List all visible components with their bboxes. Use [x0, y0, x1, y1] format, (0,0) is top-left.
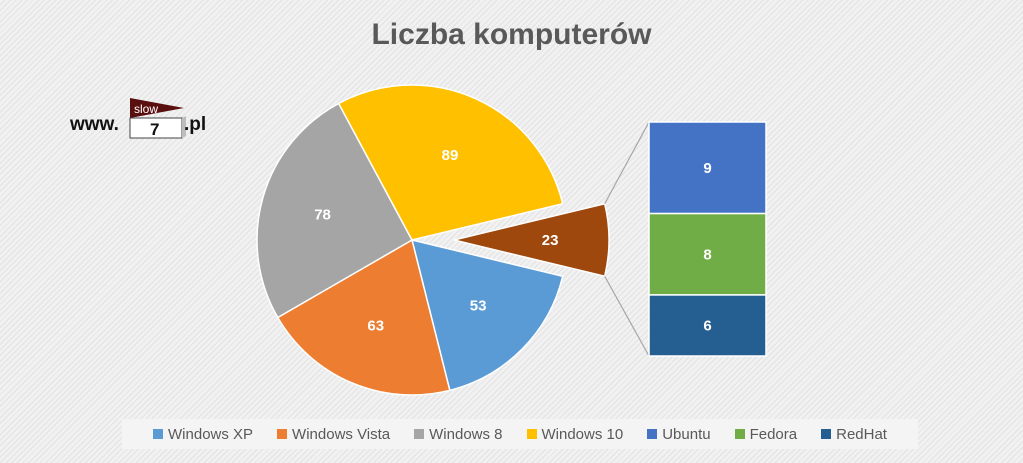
site-logo: www. slow 7 .pl [70, 98, 220, 146]
bar-label-redhat: 6 [703, 317, 711, 334]
legend: Windows XP Windows Vista Windows 8 Windows … [122, 419, 918, 449]
pie-slice-windows-vista [276, 238, 451, 396]
legend-swatch [414, 429, 425, 439]
legend-swatch [526, 429, 537, 439]
data-label-windows-vista: 63 [367, 318, 384, 335]
data-label-windows-8: 78 [314, 207, 331, 224]
data-labels: 23 53 63 78 89 9 8 6 [314, 147, 711, 335]
legend-item-windows-8: Windows 8 [414, 425, 503, 443]
pie-slice-other [453, 202, 610, 278]
legend-item-fedora: Fedora [734, 425, 798, 443]
logo-mark-top: slow [134, 102, 158, 116]
logo-mark-icon: slow 7 [129, 98, 186, 139]
legend-item-windows-xp: Windows XP [153, 426, 253, 443]
connector-line-top [604, 121, 650, 205]
legend-item-windows-10: Windows 10 [526, 425, 624, 443]
legend-item-redhat: RedHat [821, 426, 887, 443]
pie-slices [256, 84, 610, 396]
legend-item-ubuntu: Ubuntu [647, 425, 711, 443]
legend-label: Windows Vista [292, 425, 391, 443]
pie-slice-windows-xp [410, 238, 564, 392]
logo-mark-number: 7 [150, 120, 159, 139]
logo-prefix: www. [70, 114, 119, 135]
legend-item-windows-vista: Windows Vista [277, 426, 390, 443]
bar-segment-ubuntu [648, 121, 767, 215]
chart-title: Liczba komputerów [371, 18, 652, 51]
stacked-bar [648, 121, 767, 357]
legend-swatch [821, 429, 832, 439]
legend-label: Windows 10 [541, 425, 624, 443]
logo-suffix: .pl [184, 114, 207, 135]
data-label-windows-10: 89 [442, 147, 459, 164]
legend-label: Windows 8 [429, 425, 503, 443]
legend-swatch [734, 429, 745, 439]
legend-label: Fedora [749, 425, 798, 443]
bar-label-fedora: 8 [703, 246, 711, 263]
bar-label-ubuntu: 9 [703, 160, 711, 177]
pie-slice-windows-10 [337, 84, 564, 241]
legend-swatch [277, 429, 288, 439]
legend-label: Windows XP [168, 425, 254, 443]
bar-segment-fedora [648, 212, 767, 296]
connector-line-bottom [604, 275, 650, 357]
data-label-other: 23 [542, 232, 559, 249]
bar-segment-redhat [648, 294, 767, 357]
data-label-windows-xp: 53 [470, 297, 487, 314]
legend-swatch [647, 429, 658, 439]
pie-slice-windows-8 [256, 102, 414, 319]
legend-label: RedHat [836, 425, 887, 443]
legend-swatch [153, 429, 164, 439]
connector-lines [604, 121, 650, 357]
legend-label: Ubuntu [662, 425, 711, 443]
